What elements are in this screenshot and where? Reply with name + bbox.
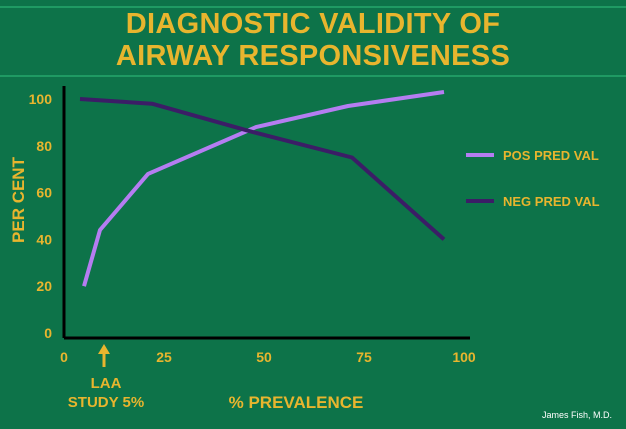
series-line-1 [82, 90, 445, 287]
y-tick-label: 0 [44, 325, 52, 341]
up-arrow-icon [98, 344, 110, 367]
bottom-rule [0, 75, 626, 77]
legend: POS PRED VAL NEG PRED VAL [466, 148, 600, 209]
chart-title: DIAGNOSTIC VALIDITY OF AIRWAY RESPONSIVE… [0, 8, 626, 72]
annotation: LAA STUDY 5% [68, 344, 144, 411]
y-tick-label: 40 [36, 231, 52, 247]
y-tick-label: 100 [29, 91, 53, 107]
y-ticks: 0 20 40 60 80 100 [29, 91, 53, 341]
y-axis-label: PER CENT [9, 156, 28, 243]
y-tick-label: 20 [36, 278, 52, 294]
x-tick-label: 50 [256, 349, 272, 365]
legend-label: POS PRED VAL [503, 148, 599, 163]
annotation-text: LAA [91, 375, 122, 392]
series-lines [79, 90, 446, 287]
x-axis-label: % PREVALENCE [229, 393, 364, 412]
y-tick-label: 80 [36, 138, 52, 154]
x-tick-label: 100 [452, 349, 476, 365]
axes [62, 86, 470, 340]
x-tick-label: 75 [356, 349, 372, 365]
x-tick-label: 25 [156, 349, 172, 365]
annotation-text: STUDY 5% [68, 394, 144, 411]
chart-title-line-2: AIRWAY RESPONSIVENESS [115, 40, 511, 72]
y-tick-label: 60 [36, 185, 52, 201]
legend-label: NEG PRED VAL [503, 194, 600, 209]
x-tick-label: 0 [60, 349, 68, 365]
series-line-2 [79, 97, 446, 241]
top-rule [0, 6, 626, 8]
author-credit: James Fish, M.D. [541, 410, 612, 420]
chart-title-line-1: DIAGNOSTIC VALIDITY OF [125, 8, 501, 40]
x-ticks: 0 25 50 75 100 [60, 349, 476, 365]
